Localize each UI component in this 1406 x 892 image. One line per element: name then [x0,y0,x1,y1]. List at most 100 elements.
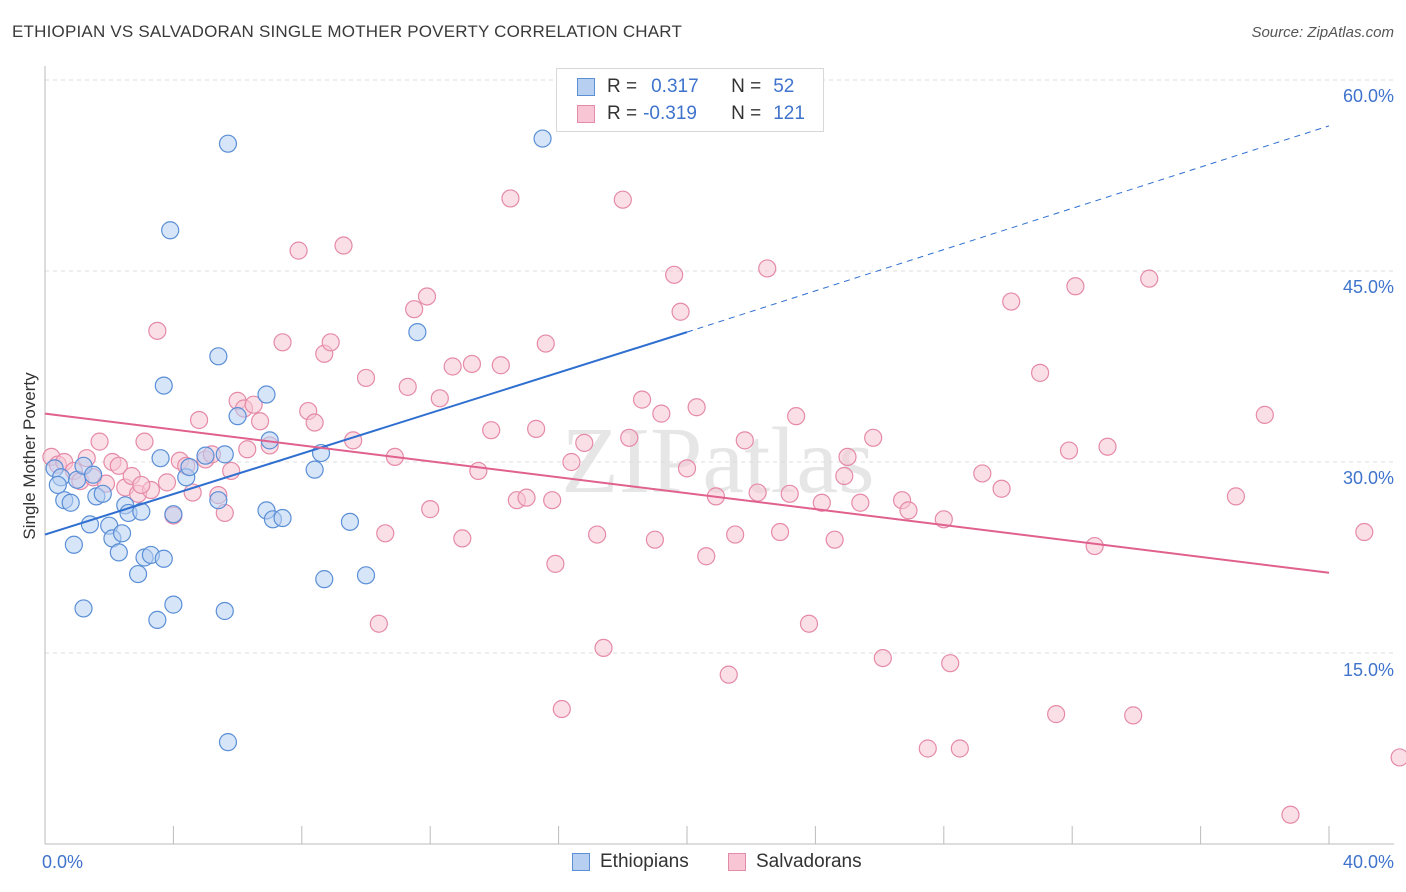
x-tick-40: 40.0% [1342,852,1394,872]
salvadorans-point [562,452,581,472]
ethiopians-trend-extension [686,125,1330,333]
salvadorans-point [443,357,462,376]
n-label: N = [731,76,762,97]
stats-row-salvadorans: R = -0.319 N = 121 [577,102,805,126]
salvadorans-point [665,265,684,284]
salvadorans-point [356,368,376,388]
salvadorans-point [726,525,745,544]
salvadorans-point [787,407,806,426]
ethiopians-points [45,129,552,752]
salvadorans-point [109,456,128,475]
salvadorans-point [321,333,340,352]
ethiopians-point [61,493,80,512]
salvadorans-point [838,447,857,467]
salvadorans-point [536,334,555,353]
ethiopians-point [112,524,132,543]
ethiopians-point [132,502,151,521]
salvadorans-point [594,638,613,658]
salvadorans-point [491,356,510,375]
r-value: -0.319 [643,103,697,124]
salvadorans-point [273,333,292,352]
salvadorans-point [148,321,167,340]
grid [45,79,1394,654]
salvadorans-point [1124,706,1143,725]
salvadorans-point [469,461,488,481]
salvadorans-point [546,554,565,573]
salvadorans-point [1059,441,1079,460]
salvadorans-point [825,530,844,549]
ethiopians-point [257,385,276,404]
salvadorans-point [1281,805,1300,824]
salvadorans-point [812,493,831,512]
ethiopians-point [64,535,83,554]
ethiopians-point [48,475,67,495]
salvadorans-point [398,377,417,396]
salvadorans-point [157,473,177,492]
salvadorans-point [527,419,546,438]
ethiopians-point [164,595,183,614]
salvadorans-point [344,431,363,450]
salvadorans-point [376,524,395,543]
salvadorans-point [941,654,960,673]
salvadorans-point [899,501,918,520]
salvadorans-point [864,428,883,447]
r-value: 0.317 [651,76,699,97]
salvadorans-point [543,491,562,510]
salvadorans-point [250,412,270,431]
salvadorans-point [671,302,690,321]
salvadorans-point [588,525,607,544]
ethiopians-point [80,515,100,534]
ethiopians-point [161,221,180,240]
salvadorans-point [575,433,594,452]
legend-ethiopians[interactable]: Ethiopians [572,851,689,873]
ethiopians-point [154,376,173,395]
salvadorans-point [417,287,437,306]
salvadorans-point [453,529,472,548]
salvadorans-legend-label: Salvadorans [756,851,862,872]
ethiopians-point [209,491,228,510]
legend-salvadorans[interactable]: Salvadorans [728,851,862,873]
ethiopians-legend-swatch [572,853,590,871]
salvadorans-point [652,404,671,423]
trend-lines [44,125,1330,574]
salvadorans-point [613,190,632,209]
ethiopians-swatch [577,78,595,96]
salvadorans-point [334,236,353,255]
salvadorans-point [189,410,209,430]
ethiopians-point [340,512,360,531]
ethiopians-point [151,449,170,468]
chart-title: ETHIOPIAN VS SALVADORAN SINGLE MOTHER PO… [12,22,683,41]
chart-source: Source: ZipAtlas.com [1251,24,1394,41]
n-value: 121 [773,103,805,124]
salvadorans-swatch [577,105,595,123]
salvadorans-trend-line [44,412,1330,574]
salvadorans-point [992,479,1011,498]
ethiopians-point [209,347,228,366]
salvadorans-point [748,483,767,502]
salvadorans-point [1140,269,1159,288]
salvadorans-point [918,739,937,758]
ethiopians-point [128,564,148,584]
ethiopians-point [74,599,93,618]
salvadorans-point [719,665,738,684]
ethiopians-point [215,601,234,621]
salvadorans-point [405,300,424,319]
y-tick-30: 30.0% [1342,468,1394,488]
ethiopians-point [533,129,552,148]
salvadorans-point [90,432,109,451]
salvadorans-point [1085,536,1104,556]
x-tick-0: 0.0% [42,852,84,872]
ethiopians-point [154,549,173,568]
salvadorans-point [289,241,308,260]
salvadorans-point [238,440,257,459]
y-axis-label: Single Mother Poverty [20,372,39,540]
r-label: R = [607,103,638,124]
salvadorans-point [305,413,324,432]
ethiopians-trend-line [44,331,688,536]
y-tick-60: 60.0% [1342,86,1394,106]
ethiopians-point [180,457,199,477]
stats-row-ethiopians: R = 0.317 N = 52 [577,75,794,99]
salvadorans-point [501,189,520,208]
ethiopians-point [84,465,103,484]
ethiopians-point [148,610,167,629]
